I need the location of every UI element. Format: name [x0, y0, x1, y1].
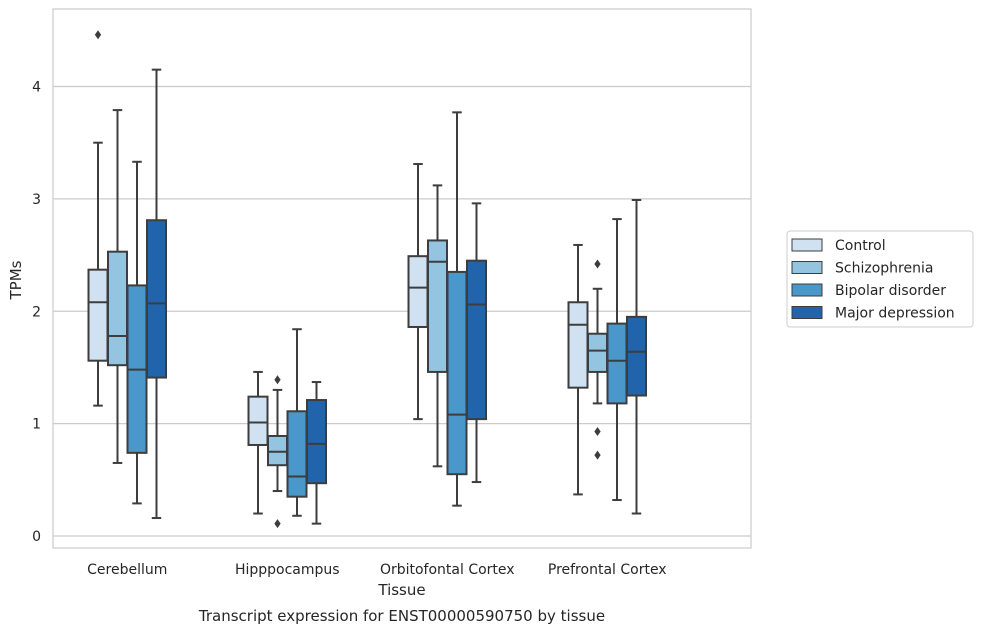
iqr-box — [87, 268, 109, 362]
legend-label: Major depression — [835, 306, 955, 322]
outlier-point — [274, 519, 281, 529]
y-tick-label: 4 — [32, 80, 41, 96]
box-schizophrenia — [587, 259, 608, 460]
box-major-depression — [466, 202, 487, 484]
x-axis-label: Tissue — [377, 581, 425, 599]
box-control — [567, 243, 589, 496]
iqr-box — [626, 315, 647, 397]
legend: Control Schizophrenia Bipolar disorder Majo… — [786, 230, 974, 328]
iqr-box — [146, 219, 167, 379]
iqr-box — [306, 399, 327, 485]
y-tick-label: 1 — [32, 417, 41, 433]
box-bipolar-disorder — [606, 218, 628, 502]
plot-area-frame — [52, 8, 752, 549]
outlier-point — [594, 450, 601, 460]
y-tick-label: 2 — [32, 304, 41, 320]
iqr-box — [427, 239, 448, 373]
legend-swatch — [791, 306, 823, 319]
iqr-box — [407, 255, 429, 328]
y-tick-labels: 0 1 2 3 4 — [32, 80, 41, 546]
box-series — [87, 30, 647, 529]
y-tick-label: 0 — [32, 529, 41, 545]
legend-swatch — [791, 283, 823, 297]
box-schizophrenia — [267, 375, 288, 529]
iqr-box — [567, 301, 589, 389]
x-tick-label: Orbitofontal Cortex — [380, 562, 515, 578]
box-bipolar-disorder — [126, 160, 148, 505]
chart-caption: Transcript expression for ENST0000059075… — [198, 607, 605, 625]
y-axis-label: TPMs — [7, 260, 25, 300]
legend-label: Schizophrenia — [835, 261, 933, 277]
x-tick-labels: Cerebellum Hipppocampus Orbitofontal Corte… — [87, 562, 666, 578]
box-schizophrenia — [107, 109, 128, 464]
x-tick-label: Prefrontal Cortex — [548, 562, 667, 578]
y-tick-label: 3 — [32, 192, 41, 208]
box-major-depression — [306, 381, 327, 525]
legend-label: Control — [835, 238, 886, 254]
outlier-point — [94, 30, 102, 40]
legend-swatch — [791, 238, 823, 252]
box-major-depression — [626, 198, 647, 515]
box-control — [247, 370, 269, 515]
outlier-point — [274, 375, 281, 385]
iqr-box — [247, 395, 269, 446]
legend-frame — [786, 230, 974, 328]
x-tick-label: Cerebellum — [87, 562, 167, 578]
legend-swatch — [791, 261, 823, 274]
legend-label: Bipolar disorder — [835, 283, 946, 299]
gridlines — [53, 85, 751, 537]
box-control — [407, 163, 429, 421]
box-bipolar-disorder — [446, 111, 468, 507]
iqr-box — [466, 259, 487, 421]
iqr-box — [587, 332, 608, 373]
x-tick-label: Hipppocampus — [235, 562, 340, 578]
iqr-box — [606, 322, 628, 405]
box-major-depression — [146, 68, 167, 520]
iqr-box — [107, 250, 128, 367]
outlier-point — [594, 259, 601, 269]
iqr-box — [267, 434, 288, 467]
outlier-point — [594, 426, 601, 436]
iqr-box — [446, 270, 468, 476]
box-bipolar-disorder — [286, 328, 308, 517]
iqr-box — [286, 410, 308, 498]
